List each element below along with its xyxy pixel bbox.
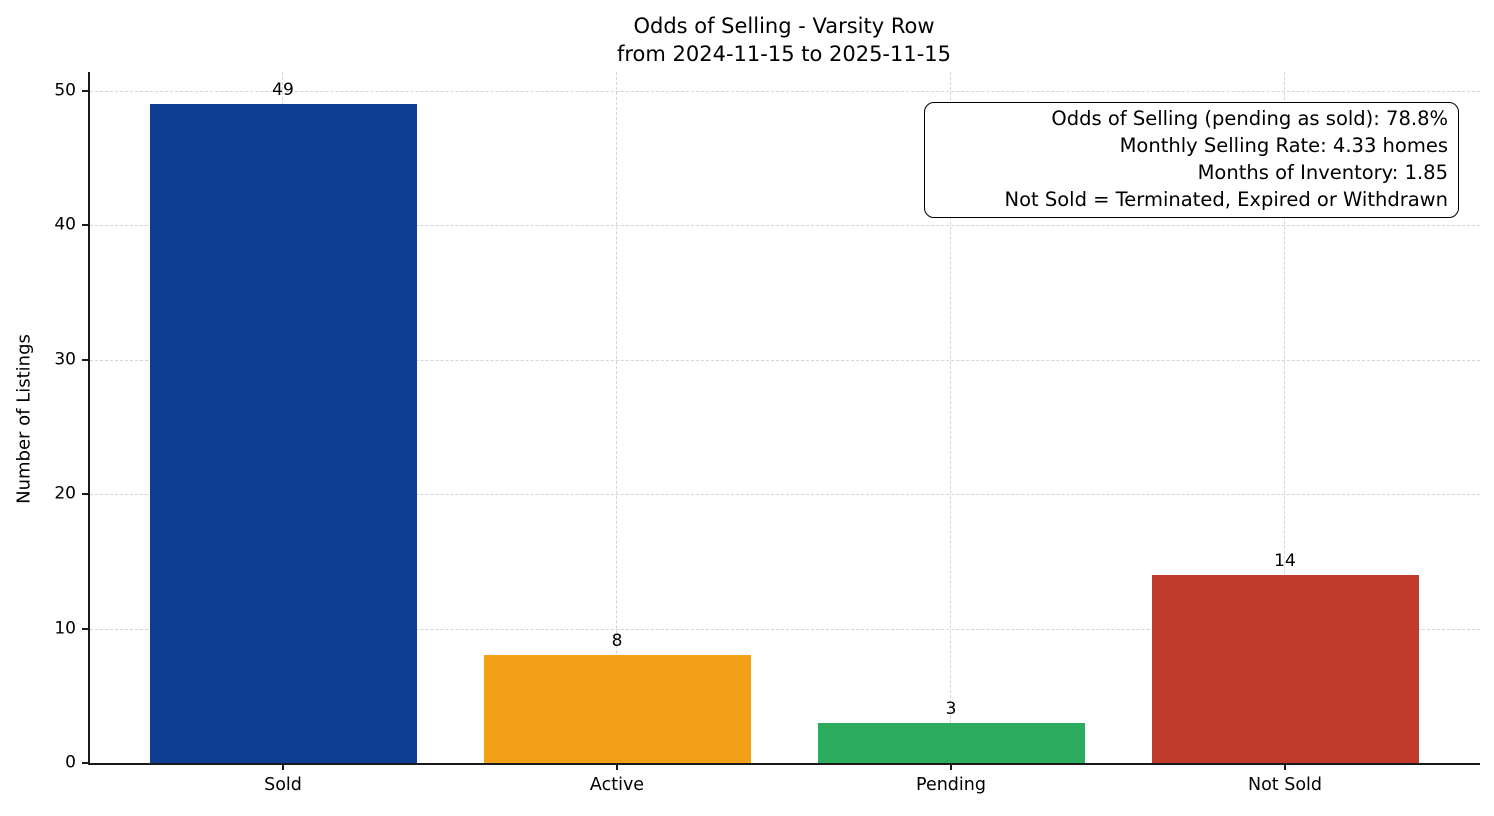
x-tick-label-not-sold: Not Sold bbox=[1247, 775, 1323, 795]
y-tick-label-50: 50 bbox=[54, 80, 76, 101]
bar-pending bbox=[817, 722, 1085, 763]
y-tick-mark-20 bbox=[82, 493, 90, 496]
bar-value-label-not-sold: 14 bbox=[1274, 550, 1296, 571]
x-tick-label-active: Active bbox=[589, 775, 645, 795]
bar-value-label-active: 8 bbox=[611, 631, 623, 652]
y-tick-mark-40 bbox=[82, 224, 90, 227]
y-tick-mark-30 bbox=[82, 358, 90, 361]
gridline-y-20 bbox=[90, 494, 1480, 496]
y-tick-label-40: 40 bbox=[54, 214, 76, 235]
y-tick-label-0: 0 bbox=[65, 752, 76, 773]
y-tick-label-20: 20 bbox=[54, 483, 76, 504]
stats-line-notsold-def: Not Sold = Terminated, Expired or Withdr… bbox=[1004, 188, 1448, 211]
bar-not-sold bbox=[1151, 574, 1419, 763]
bar-active bbox=[483, 655, 751, 763]
y-tick-mark-50 bbox=[82, 90, 90, 92]
chart-title-line2: from 2024-11-15 to 2025-11-15 bbox=[616, 42, 952, 66]
x-tick-label-sold: Sold bbox=[264, 775, 302, 795]
stats-line-monthly-rate: Monthly Selling Rate: 4.33 homes bbox=[1119, 134, 1448, 157]
bar-value-label-sold: 49 bbox=[272, 80, 294, 101]
gridline-vertical-not-sold bbox=[1284, 72, 1285, 763]
gridline-y-50 bbox=[90, 91, 1480, 92]
x-tick-mark-sold bbox=[282, 763, 284, 770]
chart-title: Odds of Selling - Varsity Row from 2024-… bbox=[88, 12, 1480, 68]
stats-annotation-box: Odds of Selling (pending as sold): 78.8%… bbox=[924, 102, 1459, 218]
y-tick-mark-10 bbox=[82, 627, 90, 630]
x-tick-label-pending: Pending bbox=[916, 775, 986, 795]
stats-line-odds: Odds of Selling (pending as sold): 78.8% bbox=[1051, 107, 1448, 130]
gridline-y-40 bbox=[90, 225, 1480, 227]
x-tick-mark-not-sold bbox=[1284, 763, 1286, 770]
x-tick-mark-active bbox=[616, 763, 618, 770]
gridline-vertical-pending bbox=[950, 72, 951, 763]
stats-line-inventory: Months of Inventory: 1.85 bbox=[1197, 161, 1448, 184]
gridline-y-30 bbox=[90, 359, 1480, 361]
bar-value-label-pending: 3 bbox=[945, 698, 957, 719]
bar-sold bbox=[149, 104, 417, 763]
y-tick-label-30: 30 bbox=[54, 349, 76, 370]
x-tick-mark-pending bbox=[950, 763, 952, 770]
gridline-vertical-active bbox=[616, 72, 617, 763]
plot-area: Odds of Selling (pending as sold): 78.8%… bbox=[54, 72, 1480, 795]
y-tick-label-10: 10 bbox=[54, 618, 76, 639]
y-axis-label: Number of Listings bbox=[13, 334, 35, 504]
y-tick-mark-0 bbox=[82, 762, 90, 764]
chart-title-line1: Odds of Selling - Varsity Row bbox=[633, 14, 935, 38]
gridline-y-10 bbox=[90, 628, 1480, 630]
